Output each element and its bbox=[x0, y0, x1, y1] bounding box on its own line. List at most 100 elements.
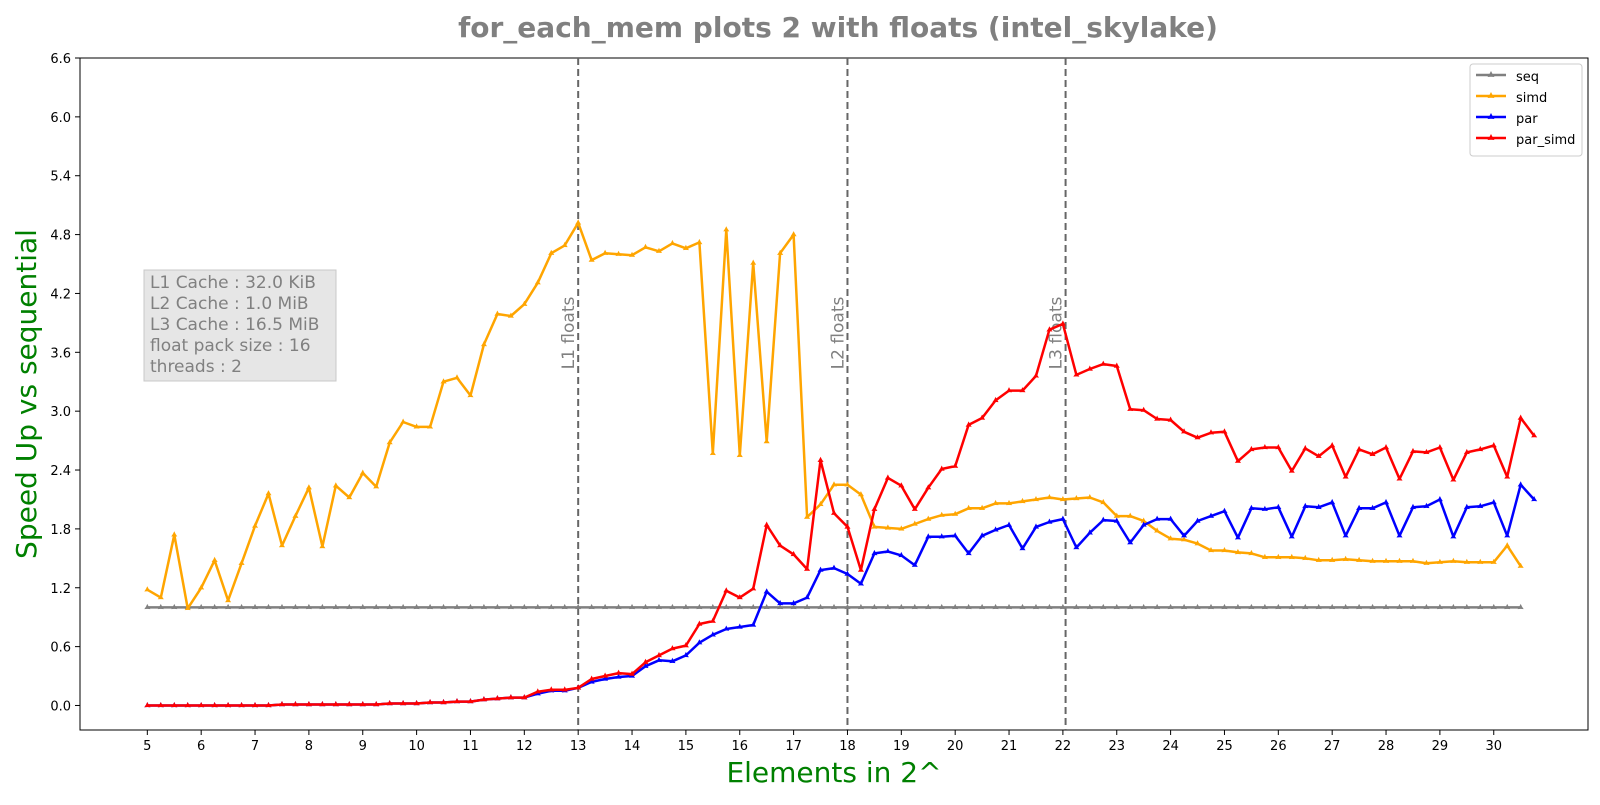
data-point bbox=[871, 603, 878, 610]
data-point bbox=[1221, 428, 1228, 434]
data-point bbox=[979, 504, 986, 510]
data-point bbox=[1409, 503, 1416, 510]
x-tick-label: 6 bbox=[197, 739, 205, 754]
cache-line-label: L2 floats bbox=[828, 296, 848, 369]
data-point bbox=[844, 481, 851, 487]
data-point bbox=[602, 603, 609, 610]
data-point bbox=[265, 603, 272, 610]
data-point bbox=[884, 474, 891, 480]
data-point bbox=[1086, 365, 1093, 371]
data-point bbox=[467, 392, 474, 398]
data-point bbox=[1019, 387, 1026, 393]
data-point bbox=[1181, 603, 1188, 610]
data-point bbox=[1127, 405, 1134, 411]
x-tick-label: 28 bbox=[1378, 739, 1395, 754]
y-tick-label: 1.2 bbox=[50, 582, 71, 597]
data-point bbox=[467, 698, 474, 704]
data-point bbox=[548, 249, 555, 255]
x-tick-label: 25 bbox=[1216, 739, 1233, 754]
data-point bbox=[238, 559, 245, 565]
data-point bbox=[238, 603, 245, 610]
data-point bbox=[723, 625, 730, 631]
data-point bbox=[1302, 444, 1309, 451]
data-point bbox=[1194, 540, 1201, 546]
data-point bbox=[1315, 603, 1322, 610]
data-point bbox=[440, 699, 447, 705]
data-point bbox=[1369, 504, 1376, 510]
data-point bbox=[992, 499, 999, 506]
x-tick-label: 26 bbox=[1270, 739, 1287, 754]
data-point bbox=[427, 699, 434, 705]
data-point bbox=[1167, 603, 1174, 610]
data-point bbox=[1275, 553, 1282, 560]
data-point bbox=[790, 599, 797, 606]
data-point bbox=[750, 259, 757, 265]
info-line: threads : 2 bbox=[150, 357, 242, 377]
data-point bbox=[911, 561, 918, 567]
data-point bbox=[292, 603, 299, 610]
data-point bbox=[1531, 432, 1538, 438]
data-point bbox=[252, 702, 259, 708]
legend-marker bbox=[1487, 71, 1495, 77]
data-point bbox=[1046, 518, 1053, 524]
data-point bbox=[1409, 447, 1416, 454]
data-point bbox=[1167, 515, 1174, 521]
data-point bbox=[305, 701, 312, 707]
data-point bbox=[1275, 503, 1282, 510]
data-point bbox=[507, 312, 514, 318]
data-point bbox=[952, 462, 959, 468]
data-point bbox=[1046, 603, 1053, 610]
data-point bbox=[534, 688, 541, 694]
data-point bbox=[1450, 533, 1457, 539]
data-point bbox=[629, 251, 636, 257]
data-point bbox=[844, 570, 851, 576]
data-point bbox=[1436, 603, 1443, 610]
data-point bbox=[171, 603, 178, 610]
data-point bbox=[144, 702, 151, 708]
y-axis-label: Speed Up vs sequential bbox=[10, 229, 43, 559]
x-tick-label: 24 bbox=[1162, 739, 1179, 754]
data-point bbox=[965, 603, 972, 610]
x-axis-label: Elements in 2^ bbox=[726, 756, 941, 789]
data-point bbox=[211, 603, 218, 610]
data-point bbox=[575, 603, 582, 610]
data-point bbox=[1221, 547, 1228, 553]
data-point bbox=[1288, 553, 1295, 560]
data-point bbox=[763, 521, 770, 527]
data-point bbox=[992, 526, 999, 532]
data-point bbox=[440, 378, 447, 384]
data-point bbox=[898, 525, 905, 531]
data-point bbox=[1288, 603, 1295, 610]
data-point bbox=[1396, 603, 1403, 610]
data-point bbox=[1315, 556, 1322, 562]
legend-label: par_simd bbox=[1516, 133, 1575, 148]
data-point bbox=[521, 300, 528, 306]
legend-box bbox=[1469, 63, 1583, 157]
data-point bbox=[1234, 603, 1241, 610]
data-point bbox=[521, 603, 528, 610]
data-point bbox=[507, 603, 514, 610]
data-point bbox=[1006, 521, 1013, 527]
data-point bbox=[413, 603, 420, 610]
data-point bbox=[1329, 603, 1336, 610]
x-tick-label: 22 bbox=[1055, 739, 1072, 754]
data-point bbox=[1167, 416, 1174, 422]
data-point bbox=[938, 603, 945, 610]
data-point bbox=[1342, 473, 1349, 479]
data-point bbox=[1477, 445, 1484, 452]
data-point bbox=[1032, 603, 1039, 610]
data-point bbox=[736, 603, 743, 610]
x-tick-label: 9 bbox=[359, 739, 367, 754]
data-point bbox=[1315, 452, 1322, 458]
data-point bbox=[1194, 434, 1201, 440]
data-point bbox=[682, 642, 689, 648]
data-point bbox=[992, 396, 999, 403]
data-point bbox=[521, 694, 528, 700]
data-point bbox=[534, 603, 541, 610]
data-point bbox=[346, 494, 353, 500]
data-point bbox=[831, 603, 837, 610]
data-point bbox=[1490, 558, 1497, 564]
data-point bbox=[602, 249, 609, 255]
data-point bbox=[696, 620, 703, 626]
data-point bbox=[184, 702, 191, 708]
